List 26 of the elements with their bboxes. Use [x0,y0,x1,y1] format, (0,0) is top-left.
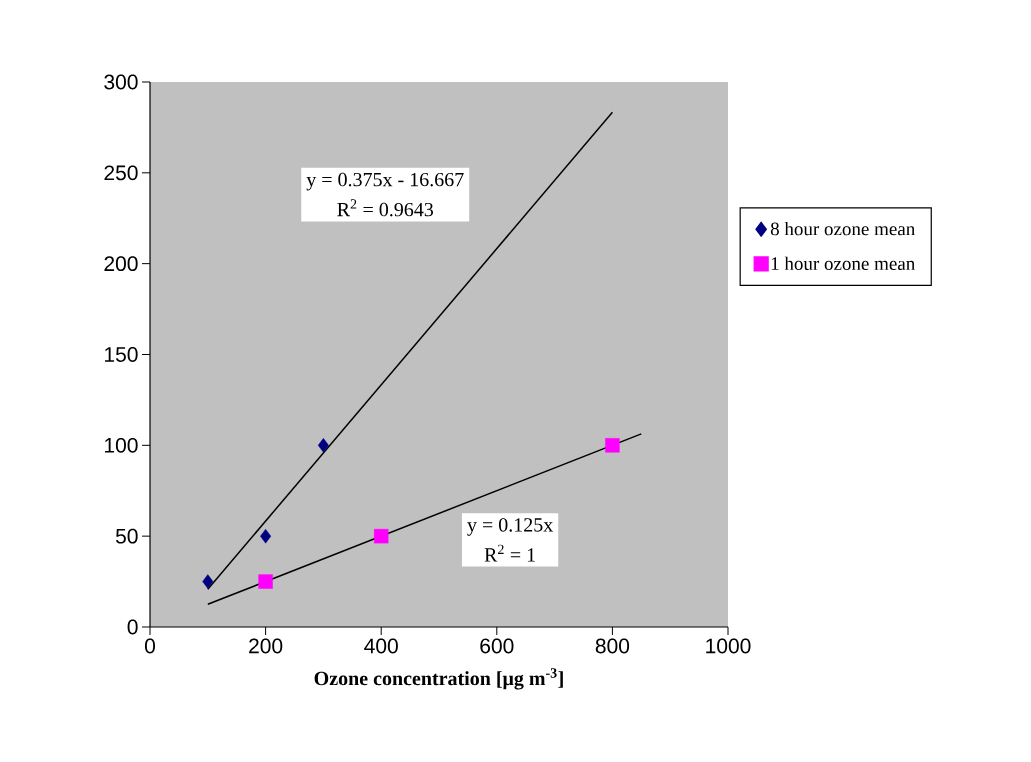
x-tick-label: 600 [480,638,514,654]
y-tick-label: 50 [115,528,138,544]
point [258,574,273,589]
y-tick-label: 100 [105,437,138,453]
x-tick-label: 0 [144,638,156,654]
x-tick-label: 1000 [706,638,751,654]
y-tick-label: 300 [104,74,138,90]
x-tick-label: 400 [364,638,398,654]
annotation: y = 0.375x - 16.667 [306,172,464,191]
annotation: y = 0.125x [467,518,553,536]
x-tick-label: 800 [595,638,630,654]
point [317,438,329,453]
point [260,528,272,544]
legend-label: 1 hour ozone mean [771,256,915,270]
point [605,438,620,453]
annotation: R$^{2}$ = 1 [484,544,535,562]
y-tick-label: 0 [127,619,138,635]
legend-label: 8 hour ozone mean [770,221,915,236]
point [374,528,389,544]
y-tick-label: 200 [104,256,138,272]
annotation: R$^{2}$ = 0.9643 [337,199,434,217]
x-axis-title: Ozone concentration [μg m$^{-3}$] [314,668,563,690]
point [202,574,214,589]
y-tick-label: 150 [105,347,138,362]
x-tick-label: 200 [249,638,283,654]
y-tick-label: 250 [104,165,138,181]
